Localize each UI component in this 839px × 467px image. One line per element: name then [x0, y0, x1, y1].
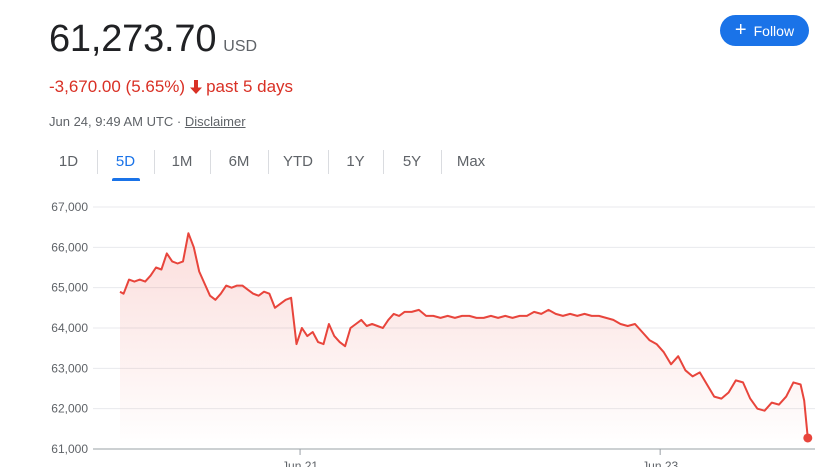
follow-button[interactable]: + Follow [720, 15, 809, 46]
tab-1m[interactable]: 1M [154, 145, 210, 177]
timestamp: Jun 24, 9:49 AM UTC · [49, 114, 182, 129]
price-area [120, 233, 808, 449]
latest-point[interactable] [803, 433, 813, 443]
price-chart: 67,000 66,000 65,000 64,000 63,000 62,000 61,0… [51, 200, 815, 467]
currency-code: USD [223, 38, 258, 55]
y-tick-label: 61,000 [51, 442, 88, 456]
x-tick-label: Jun 21 [282, 459, 318, 467]
price-line [119, 232, 809, 439]
y-tick-label: 62,000 [51, 402, 88, 416]
y-tick-label: 67,000 [51, 200, 88, 214]
price-header: 61,273.70 USD [49, 18, 257, 61]
arrow-down-icon [190, 80, 203, 94]
tab-5d[interactable]: 5D [97, 145, 154, 177]
y-tick-label: 64,000 [51, 321, 88, 335]
timestamp-row: Jun 24, 9:49 AM UTC · Disclaimer [49, 114, 246, 129]
tab-ytd[interactable]: YTD [268, 145, 328, 177]
change-period: past 5 days [206, 77, 294, 96]
follow-label: Follow [753, 22, 795, 39]
tab-5y[interactable]: 5Y [383, 145, 441, 177]
y-tick-label: 63,000 [51, 361, 88, 375]
y-axis-labels: 67,000 66,000 65,000 64,000 63,000 62,000 61,0… [51, 200, 88, 456]
plus-icon: + [734, 18, 747, 41]
x-axis: Jun 21 Jun 23 [282, 449, 678, 467]
tab-1y[interactable]: 1Y [328, 145, 383, 177]
x-tick-label: Jun 23 [642, 459, 678, 467]
change-value: -3,670.00 (5.65%) [49, 77, 186, 96]
tab-6m[interactable]: 6M [210, 145, 268, 177]
y-tick-label: 66,000 [51, 240, 88, 254]
disclaimer-link[interactable]: Disclaimer [184, 114, 246, 129]
y-tick-label: 65,000 [51, 281, 88, 295]
price-change: -3,670.00 (5.65%) past 5 days [49, 77, 293, 97]
tab-max[interactable]: Max [441, 145, 501, 177]
range-tabs: 1D 5D 1M 6M YTD 1Y 5Y Max [40, 145, 501, 177]
tab-1d[interactable]: 1D [58, 152, 79, 170]
current-price: 61,273.70 [49, 18, 217, 60]
